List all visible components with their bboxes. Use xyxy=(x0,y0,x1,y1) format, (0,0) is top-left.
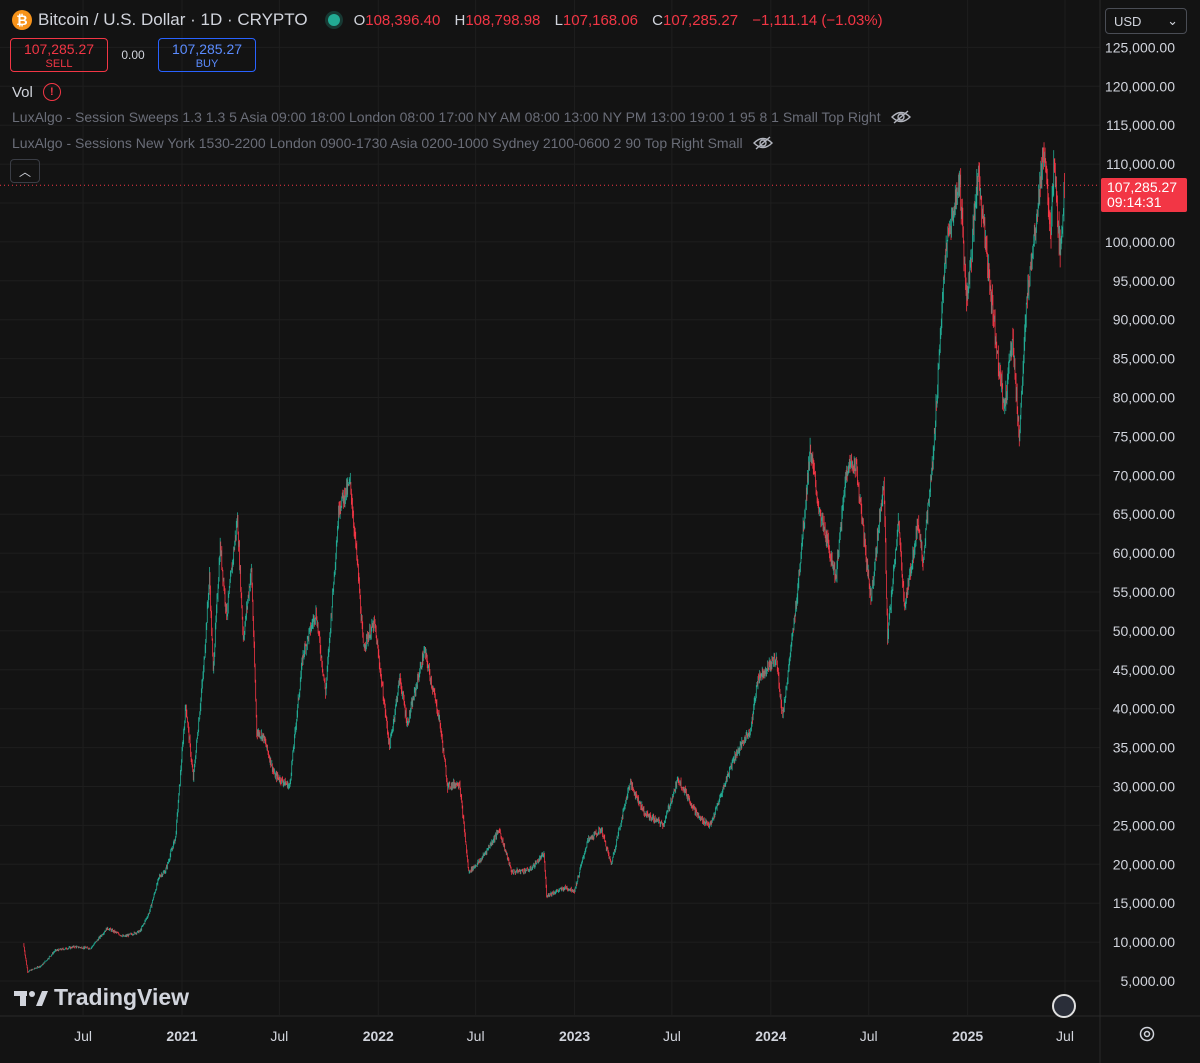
x-tick-label: Jul xyxy=(860,1028,878,1044)
y-tick-label: 30,000.00 xyxy=(1113,779,1175,795)
y-tick-label: 50,000.00 xyxy=(1113,623,1175,639)
y-tick-label: 20,000.00 xyxy=(1113,856,1175,872)
x-tick-label: Jul xyxy=(1056,1028,1074,1044)
chevron-up-icon: ︿ xyxy=(18,164,31,179)
x-tick-label: 2024 xyxy=(755,1028,786,1044)
x-tick-label: Jul xyxy=(467,1028,485,1044)
volume-indicator[interactable]: Vol ! xyxy=(12,83,61,101)
buy-button[interactable]: 107,285.27 BUY xyxy=(158,38,256,72)
chevron-down-icon: ⌄ xyxy=(1167,13,1178,28)
last-price-value: 107,285.27 xyxy=(1107,179,1178,195)
low-value: 107,168.06 xyxy=(562,11,638,29)
high-label: H xyxy=(454,11,466,29)
tradingview-logo[interactable]: TradingView xyxy=(14,984,189,1011)
eye-hidden-icon[interactable] xyxy=(752,136,773,150)
y-tick-label: 120,000.00 xyxy=(1105,78,1175,94)
x-tick-label: 2022 xyxy=(363,1028,394,1044)
y-tick-label: 35,000.00 xyxy=(1113,740,1175,756)
market-status-icon[interactable] xyxy=(327,14,340,26)
y-tick-label: 90,000.00 xyxy=(1113,312,1175,328)
currency-label: USD xyxy=(1114,13,1142,29)
x-tick-label: Jul xyxy=(74,1028,92,1044)
tradingview-logo-text: TradingView xyxy=(54,984,190,1010)
open-label: O xyxy=(353,11,366,29)
y-tick-label: 75,000.00 xyxy=(1113,428,1175,444)
y-tick-label: 125,000.00 xyxy=(1105,39,1175,55)
bar-countdown: 09:14:31 xyxy=(1107,194,1162,210)
y-tick-label: 80,000.00 xyxy=(1113,390,1175,406)
y-tick-label: 65,000.00 xyxy=(1113,506,1175,522)
y-tick-label: 100,000.00 xyxy=(1105,234,1175,250)
trade-panel: 107,285.27 SELL 0.00 107,285.27 BUY xyxy=(10,38,256,72)
y-tick-label: 115,000.00 xyxy=(1106,117,1175,133)
collapse-legend-button[interactable]: ︿ xyxy=(10,159,40,183)
price-series xyxy=(23,142,1065,973)
us-flag-icon[interactable] xyxy=(1052,994,1076,1018)
high-value: 108,798.98 xyxy=(465,11,541,29)
indicator-session-sweeps[interactable]: LuxAlgo - Session Sweeps 1.3 1.3 5 Asia … xyxy=(12,109,911,125)
sell-button[interactable]: 107,285.27 SELL xyxy=(10,38,108,72)
spread-value: 0.00 xyxy=(121,48,145,62)
y-tick-label: 55,000.00 xyxy=(1113,584,1175,600)
x-tick-label: 2025 xyxy=(952,1028,983,1044)
change-value: −1,111.14 (−1.03%) xyxy=(752,11,883,29)
low-label: L xyxy=(554,11,563,29)
eye-hidden-icon[interactable] xyxy=(890,110,911,124)
y-tick-label: 60,000.00 xyxy=(1113,545,1175,561)
x-tick-label: 2023 xyxy=(559,1028,590,1044)
open-value: 108,396.40 xyxy=(365,11,441,29)
buy-label: BUY xyxy=(195,58,219,70)
symbol-title[interactable]: Bitcoin / U.S. Dollar · 1D · CRYPTO xyxy=(38,10,308,29)
y-tick-label: 85,000.00 xyxy=(1113,351,1175,367)
bitcoin-icon: ₿ xyxy=(12,10,32,30)
currency-select[interactable]: USD ⌄ xyxy=(1105,8,1187,34)
tradingview-logo-icon xyxy=(14,990,48,1006)
y-tick-label: 25,000.00 xyxy=(1113,817,1175,833)
close-value: 107,285.27 xyxy=(663,11,739,29)
time-axis[interactable]: Jul 2021 Jul 2022 Jul 2023 Jul 2024 Jul 2025 Jul xyxy=(74,1028,1074,1044)
indicator-session-sweeps-label: LuxAlgo - Session Sweeps 1.3 1.3 5 Asia … xyxy=(12,109,881,125)
y-tick-label: 70,000.00 xyxy=(1113,467,1175,483)
y-tick-label: 95,000.00 xyxy=(1113,273,1175,289)
last-price-label: 107,285.27 09:14:31 xyxy=(1101,178,1187,212)
y-tick-label: 10,000.00 xyxy=(1113,934,1175,950)
close-label: C xyxy=(652,11,664,29)
volume-label: Vol xyxy=(12,83,33,101)
y-tick-label: 40,000.00 xyxy=(1113,701,1175,717)
y-tick-label: 5,000.00 xyxy=(1121,973,1176,989)
symbol-legend: ₿ Bitcoin / U.S. Dollar · 1D · CRYPTO O1… xyxy=(12,10,883,30)
y-tick-label: 45,000.00 xyxy=(1113,662,1175,678)
gear-icon[interactable] xyxy=(1138,1025,1156,1043)
x-tick-label: 2021 xyxy=(166,1028,197,1044)
y-tick-label: 110,000.00 xyxy=(1106,156,1175,172)
indicator-sessions[interactable]: LuxAlgo - Sessions New York 1530-2200 Lo… xyxy=(12,135,773,151)
sell-label: SELL xyxy=(45,58,73,70)
x-tick-label: Jul xyxy=(270,1028,288,1044)
ohlc-values: O108,396.40 H108,798.98 L107,168.06 C107… xyxy=(354,12,883,29)
warning-icon[interactable]: ! xyxy=(42,83,61,101)
buy-price: 107,285.27 xyxy=(171,41,243,57)
sell-price: 107,285.27 xyxy=(23,41,95,57)
y-tick-label: 15,000.00 xyxy=(1113,895,1175,911)
indicator-sessions-label: LuxAlgo - Sessions New York 1530-2200 Lo… xyxy=(12,135,743,151)
x-tick-label: Jul xyxy=(663,1028,681,1044)
